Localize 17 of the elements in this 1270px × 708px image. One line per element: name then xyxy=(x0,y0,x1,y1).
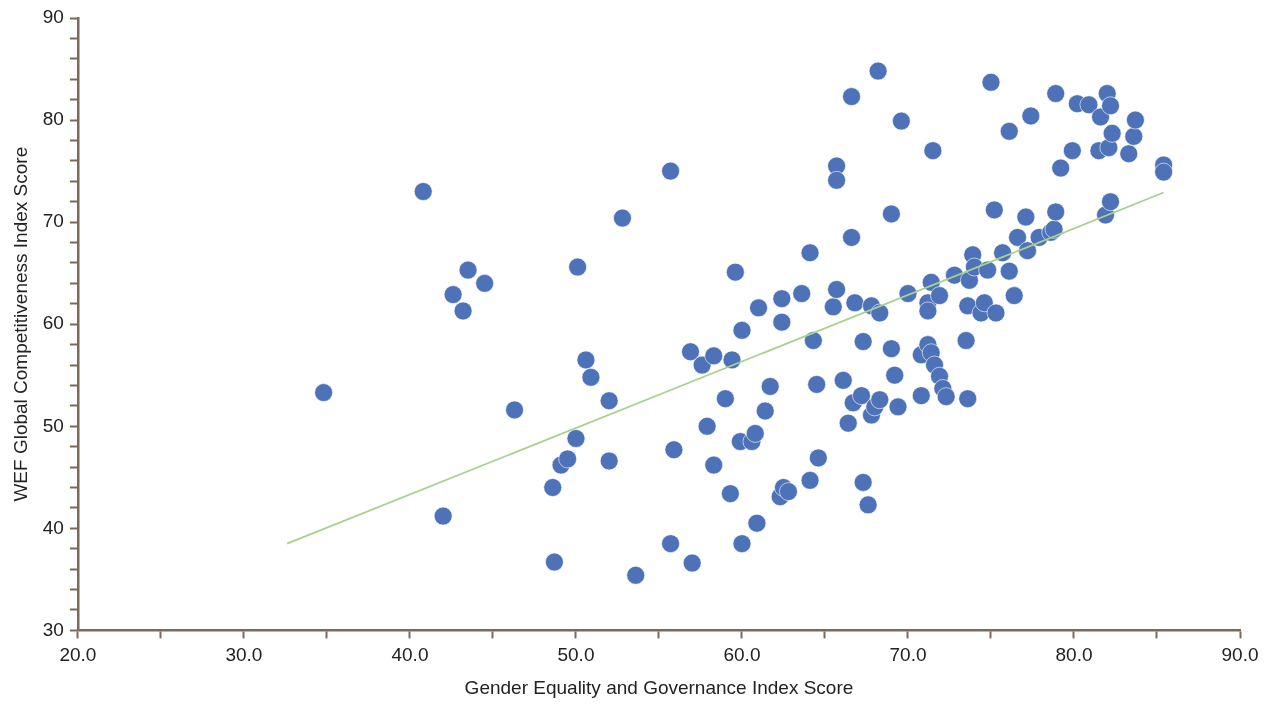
y-axis-title: WEF Global Competitiveness Index Score xyxy=(9,146,31,502)
x-tick-label: 40.0 xyxy=(391,644,429,666)
y-tick-label: 40 xyxy=(42,516,64,538)
y-tick-label: 30 xyxy=(42,618,64,640)
x-tick-label: 50.0 xyxy=(557,644,595,666)
y-tick-label: 80 xyxy=(42,108,64,130)
y-tick-label: 90 xyxy=(42,6,64,28)
x-axis-title: Gender Equality and Governance Index Score xyxy=(464,676,854,698)
x-tick-label: 60.0 xyxy=(723,644,761,666)
y-tick-label: 60 xyxy=(42,312,64,334)
y-tick-label: 50 xyxy=(42,414,64,436)
x-tick-label: 30.0 xyxy=(225,644,263,666)
x-tick-label: 70.0 xyxy=(889,644,927,666)
x-tick-label: 20.0 xyxy=(59,644,97,666)
y-tick-label: 70 xyxy=(42,210,64,232)
x-tick-label: 80.0 xyxy=(1055,644,1093,666)
x-tick-label: 90.0 xyxy=(1221,644,1259,666)
